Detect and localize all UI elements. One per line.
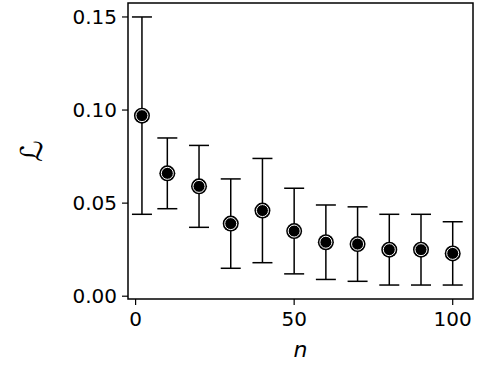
- y-axis-label: ℒ: [14, 140, 49, 162]
- point: [413, 242, 429, 258]
- marker-ring: [225, 218, 237, 230]
- marker-outer: [191, 178, 207, 194]
- x-tick: [452, 299, 453, 305]
- error-cap: [157, 208, 177, 210]
- error-bar: [189, 145, 209, 227]
- marker-outer: [159, 165, 175, 181]
- chart-root: 0 50 100 0.00 0.05 0.10 0.15 n ℒ: [0, 0, 480, 366]
- point: [191, 178, 207, 194]
- error-bar: [252, 158, 272, 262]
- error-cap: [348, 206, 368, 208]
- error-cap: [316, 204, 336, 206]
- data-layer: [132, 17, 463, 285]
- marker-ring: [383, 244, 395, 256]
- error-cap: [284, 187, 304, 189]
- error-bar: [443, 222, 463, 285]
- error-bar: [348, 207, 368, 281]
- error-bar: [316, 205, 336, 279]
- error-cap: [252, 158, 272, 160]
- y-tick-label: 0.00: [72, 284, 117, 308]
- chart: 0 50 100 0.00 0.05 0.10 0.15 n ℒ: [0, 0, 480, 366]
- marker-outer: [286, 223, 302, 239]
- x-tick: [294, 299, 295, 305]
- point: [254, 203, 270, 219]
- marker-ring: [352, 238, 364, 250]
- error-bar: [379, 214, 399, 285]
- x-tick-label: 100: [434, 307, 472, 331]
- x-tick-label: 50: [281, 307, 306, 331]
- error-cap: [411, 214, 431, 216]
- marker-outer: [254, 203, 270, 219]
- point: [223, 216, 239, 232]
- marker-ring: [161, 167, 173, 179]
- marker-outer: [223, 216, 239, 232]
- error-cap: [411, 284, 431, 286]
- marker-ring: [193, 180, 205, 192]
- plot-frame: [128, 3, 473, 299]
- error-cap: [189, 227, 209, 229]
- point: [381, 242, 397, 258]
- marker-ring: [256, 205, 268, 217]
- point: [350, 236, 366, 252]
- y-tick-label: 0.15: [72, 5, 117, 29]
- y-tick: [122, 16, 128, 17]
- error-bar: [411, 214, 431, 285]
- error-bar: [221, 179, 241, 268]
- error-bar: [284, 188, 304, 274]
- error-cap: [132, 214, 152, 216]
- error-cap: [221, 268, 241, 270]
- y-tick: [122, 203, 128, 204]
- error-cap: [316, 279, 336, 281]
- marker-ring: [288, 225, 300, 237]
- error-bar: [132, 17, 152, 214]
- x-tick: [135, 299, 136, 305]
- marker-outer: [318, 234, 334, 250]
- y-tick: [122, 109, 128, 110]
- error-cap: [443, 221, 463, 223]
- x-axis-label: n: [294, 337, 308, 362]
- marker-outer: [350, 236, 366, 252]
- error-bar: [157, 138, 177, 209]
- error-cap: [284, 273, 304, 275]
- error-cap: [252, 262, 272, 264]
- y-tick-label: 0.05: [72, 191, 117, 215]
- y-tick: [122, 296, 128, 297]
- marker-ring: [447, 247, 459, 259]
- error-cap: [189, 145, 209, 147]
- marker-ring: [320, 236, 332, 248]
- error-cap: [379, 214, 399, 216]
- error-cap: [443, 284, 463, 286]
- marker-ring: [136, 110, 148, 122]
- point: [286, 223, 302, 239]
- point: [159, 165, 175, 181]
- marker-outer: [381, 242, 397, 258]
- x-tick-label: 0: [129, 307, 142, 331]
- point: [318, 234, 334, 250]
- marker-ring: [415, 244, 427, 256]
- error-cap: [157, 137, 177, 139]
- point: [445, 245, 461, 261]
- y-tick-label: 0.10: [72, 98, 117, 122]
- error-cap: [348, 281, 368, 283]
- marker-outer: [413, 242, 429, 258]
- error-cap: [132, 16, 152, 18]
- point: [134, 108, 150, 124]
- marker-outer: [134, 108, 150, 124]
- error-cap: [379, 284, 399, 286]
- marker-outer: [445, 245, 461, 261]
- error-cap: [221, 178, 241, 180]
